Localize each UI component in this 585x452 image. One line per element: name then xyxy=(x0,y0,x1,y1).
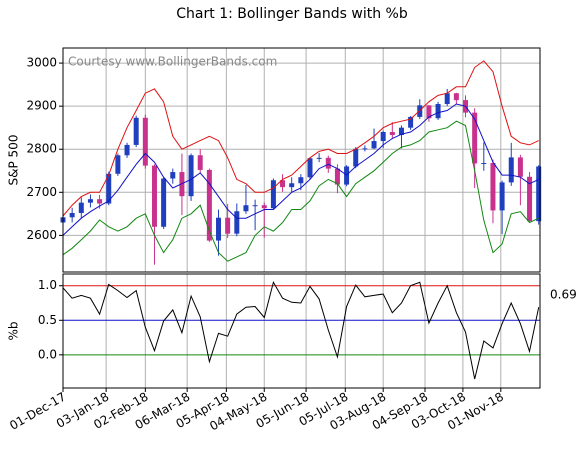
candle-body xyxy=(490,163,496,211)
y-tick-label: 2600 xyxy=(26,228,57,242)
annotation: Courtesy www.BollingerBands.com xyxy=(68,55,277,69)
candle-body xyxy=(435,104,441,119)
candle-body xyxy=(106,173,112,204)
candle-body xyxy=(508,157,514,183)
candle-body xyxy=(243,205,249,212)
plot-frame xyxy=(62,47,541,273)
candle-body xyxy=(517,157,523,177)
candle-body xyxy=(206,169,212,241)
chart-title: Chart 1: Bollinger Bands with %b xyxy=(176,6,408,22)
candle-body xyxy=(252,205,258,207)
y-axis-label: %b xyxy=(7,321,21,340)
candle-body xyxy=(453,93,459,101)
candle-body xyxy=(380,132,386,142)
candle-body xyxy=(444,93,450,104)
line-series xyxy=(62,60,539,217)
candle-body xyxy=(115,155,121,174)
candle-body xyxy=(78,202,84,213)
candle-body xyxy=(371,141,377,149)
candle-body xyxy=(280,180,286,188)
candle-body xyxy=(362,148,368,150)
candle-body xyxy=(161,178,167,227)
candle-body xyxy=(353,148,359,167)
candle-body xyxy=(389,132,395,136)
candle-body xyxy=(481,163,487,165)
candle-body xyxy=(289,183,295,188)
value-annotation: 0.69 xyxy=(550,288,577,302)
candle-body xyxy=(170,172,176,179)
candle-body xyxy=(472,112,478,164)
candle-body xyxy=(225,217,231,234)
candle-body xyxy=(188,155,194,197)
candle-body xyxy=(307,158,313,178)
line-series xyxy=(62,103,539,236)
candle-body xyxy=(133,117,139,145)
candle-body xyxy=(87,199,93,203)
candle-body xyxy=(234,211,240,234)
candle-body xyxy=(298,177,304,184)
candle-body xyxy=(325,157,331,169)
candle-body xyxy=(151,165,157,227)
y-tick-label: 0.5 xyxy=(38,313,57,327)
candle-body xyxy=(536,166,542,222)
candle-body xyxy=(398,127,404,136)
y-tick-label: 2800 xyxy=(26,142,57,156)
y-tick-label: 2700 xyxy=(26,185,57,199)
candle-body xyxy=(316,157,322,159)
candle-body xyxy=(499,182,505,211)
line-series xyxy=(62,280,540,380)
candle-body xyxy=(261,205,267,209)
candle-body xyxy=(124,144,130,156)
candle-body xyxy=(216,217,222,241)
y-tick-label: 3000 xyxy=(26,56,57,70)
candle-body xyxy=(426,105,432,119)
line-series xyxy=(62,120,539,262)
y-tick-label: 1.0 xyxy=(38,278,57,292)
candle-body xyxy=(97,199,103,204)
candle-body xyxy=(334,168,340,185)
y-tick-label: 2900 xyxy=(26,99,57,113)
candle-body xyxy=(197,155,203,170)
y-tick-label: 0.0 xyxy=(38,347,57,361)
plot-frame xyxy=(62,273,541,389)
candle-body xyxy=(142,117,148,166)
candle-body xyxy=(408,116,414,128)
candle-body xyxy=(527,176,533,222)
candle-body xyxy=(270,180,276,209)
candle-body xyxy=(69,212,75,218)
y-axis-label: S&P 500 xyxy=(7,135,21,186)
